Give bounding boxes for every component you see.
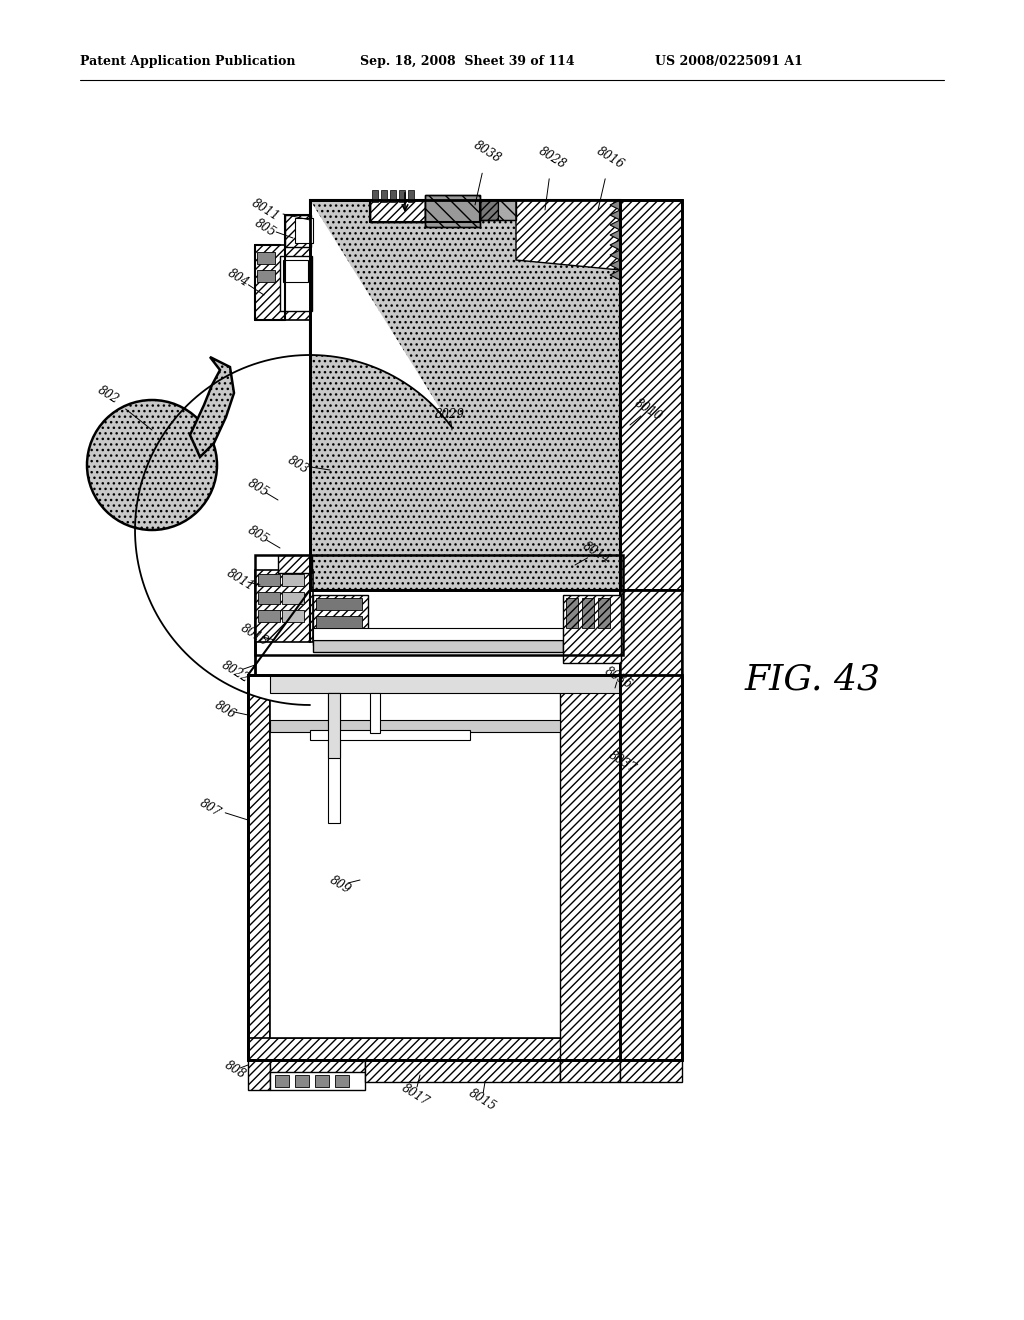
Bar	[310, 201, 682, 590]
Text: 805: 805	[252, 216, 278, 239]
Bar	[408, 190, 414, 202]
Bar	[316, 616, 362, 628]
Bar	[620, 201, 682, 1060]
Bar	[425, 195, 480, 227]
Bar	[566, 598, 578, 628]
Bar	[335, 1074, 349, 1086]
Bar	[370, 693, 380, 733]
Text: FIG. 43: FIG. 43	[745, 663, 881, 697]
Bar	[270, 1060, 365, 1082]
Polygon shape	[516, 201, 620, 271]
Text: 8036: 8036	[602, 664, 634, 692]
Bar	[313, 640, 563, 652]
Bar	[270, 675, 620, 693]
Text: 805: 805	[245, 477, 271, 499]
Bar	[370, 201, 425, 222]
Bar	[275, 1074, 289, 1086]
Bar	[425, 195, 480, 227]
Bar	[582, 598, 594, 628]
Bar	[248, 675, 682, 1060]
Bar	[480, 201, 498, 220]
Text: 8010: 8010	[632, 396, 665, 424]
Bar	[255, 570, 313, 642]
Text: 8018: 8018	[238, 622, 270, 648]
Bar	[248, 675, 620, 1060]
Bar	[310, 730, 470, 741]
Text: 8029: 8029	[435, 408, 465, 421]
Polygon shape	[610, 201, 620, 280]
Text: 8017: 8017	[398, 1081, 431, 1109]
Bar	[370, 201, 425, 222]
Text: 806: 806	[212, 698, 238, 722]
Text: 805: 805	[245, 524, 271, 546]
Bar	[285, 215, 311, 247]
Bar	[270, 719, 560, 733]
Bar	[283, 260, 308, 282]
Bar	[620, 201, 682, 590]
Bar	[310, 201, 620, 590]
Circle shape	[87, 400, 217, 531]
Text: 802: 802	[95, 384, 121, 407]
Bar	[316, 598, 362, 610]
Text: 8022: 8022	[219, 659, 251, 685]
Text: 809: 809	[327, 874, 353, 896]
Text: 803: 803	[285, 454, 311, 477]
Bar	[313, 595, 368, 645]
Text: 8038: 8038	[471, 139, 503, 165]
Bar	[310, 201, 620, 590]
Text: 8014: 8014	[580, 540, 612, 566]
Bar	[282, 610, 304, 622]
Bar	[372, 190, 378, 202]
Bar	[295, 1074, 309, 1086]
Bar	[620, 201, 682, 1060]
Bar	[328, 693, 340, 758]
Bar	[282, 591, 304, 605]
Bar	[365, 1060, 560, 1082]
Text: 8011: 8011	[224, 566, 256, 594]
Bar	[248, 1038, 620, 1060]
Bar	[498, 201, 516, 220]
Bar	[381, 190, 387, 202]
Bar	[278, 554, 312, 573]
Bar	[248, 1060, 270, 1090]
Bar	[270, 675, 620, 1038]
Bar	[257, 271, 275, 282]
Bar	[313, 628, 563, 640]
Bar	[399, 190, 406, 202]
Bar	[560, 675, 620, 1060]
Text: 804: 804	[225, 267, 251, 289]
Bar	[390, 190, 396, 202]
Text: 807: 807	[197, 796, 223, 820]
Bar	[258, 574, 280, 586]
Polygon shape	[190, 356, 234, 457]
Text: 808: 808	[222, 1059, 248, 1081]
Bar	[315, 1074, 329, 1086]
Bar	[480, 201, 516, 220]
Text: 8037: 8037	[606, 748, 638, 775]
Bar	[280, 256, 312, 312]
Bar	[563, 595, 621, 663]
Text: US 2008/0225091 A1: US 2008/0225091 A1	[655, 55, 803, 69]
Bar	[295, 218, 313, 243]
Bar	[328, 693, 340, 822]
Text: 8028: 8028	[536, 144, 568, 172]
Bar	[560, 1060, 620, 1082]
Bar	[258, 591, 280, 605]
Text: Patent Application Publication: Patent Application Publication	[80, 55, 296, 69]
Bar	[620, 590, 682, 1060]
Text: 8015: 8015	[466, 1086, 498, 1114]
Bar	[258, 610, 280, 622]
Bar	[248, 675, 270, 1060]
Text: Sep. 18, 2008  Sheet 39 of 114: Sep. 18, 2008 Sheet 39 of 114	[360, 55, 574, 69]
Bar	[598, 598, 610, 628]
Text: 8011: 8011	[249, 197, 282, 223]
Bar	[620, 1060, 682, 1082]
Bar	[255, 554, 623, 655]
Text: 8016: 8016	[594, 144, 626, 172]
Bar	[270, 1072, 365, 1090]
Polygon shape	[135, 201, 452, 705]
Bar	[257, 252, 275, 264]
Bar	[255, 246, 311, 319]
Bar	[282, 574, 304, 586]
